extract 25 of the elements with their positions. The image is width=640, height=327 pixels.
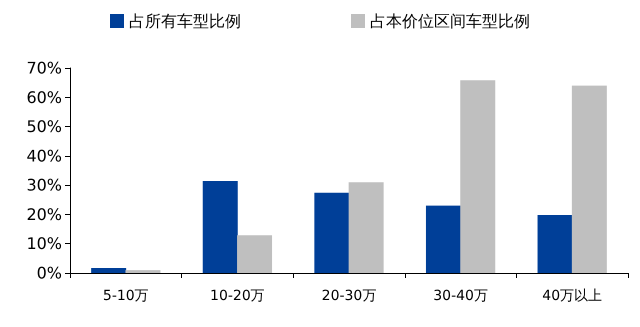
bar (125, 270, 160, 273)
bar (202, 181, 238, 273)
y-tick-label: 20% (26, 204, 62, 224)
x-tick-label: 30-40万 (433, 288, 488, 304)
bar (237, 235, 272, 273)
bar (460, 80, 496, 273)
y-tick-label: 0% (36, 264, 62, 282)
bar (314, 192, 350, 273)
x-tick-label: 20-30万 (322, 288, 376, 304)
bar (348, 182, 384, 273)
bar (426, 206, 461, 273)
y-tick-label: 70% (26, 58, 62, 78)
y-tick-label: 50% (26, 117, 62, 136)
y-tick-label: 10% (26, 234, 62, 254)
bar (572, 86, 607, 273)
bar (538, 215, 573, 273)
x-tick-label: 10-20万 (210, 288, 265, 304)
y-tick-label: 60% (26, 88, 62, 107)
y-tick-label: 30% (26, 176, 62, 195)
x-tick-label: 40万以上 (542, 288, 602, 304)
bar (91, 268, 126, 273)
x-tick-label: 5-10万 (102, 288, 149, 304)
y-tick-label: 40% (26, 146, 62, 166)
legend-label: 占所有车型比例 (129, 12, 241, 30)
legend-label: 占本价位区间车型比例 (370, 12, 530, 30)
